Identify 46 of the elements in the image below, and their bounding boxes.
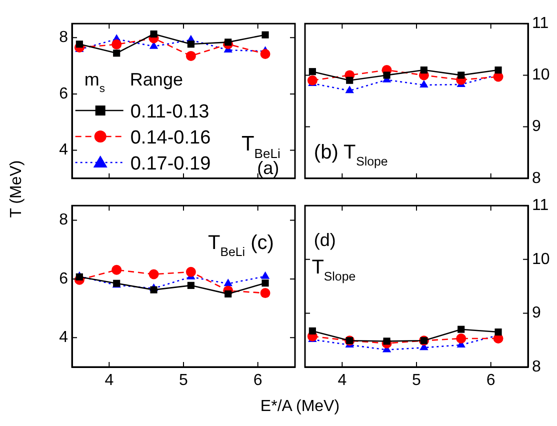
x-tick-label: 4 (104, 372, 114, 390)
legend-label: 0.14-0.16 (130, 128, 211, 149)
y-tick-label: 6 (59, 85, 68, 102)
x-tick-label: 4 (338, 372, 347, 390)
x-tick-label: 5 (412, 372, 422, 390)
point (150, 30, 158, 38)
point (186, 266, 196, 277)
y-tick-label: 11 (532, 197, 549, 214)
point (260, 48, 270, 59)
point (187, 40, 194, 48)
point (148, 269, 159, 280)
y-tick-label: 8 (532, 358, 541, 376)
point (187, 282, 194, 289)
point (224, 38, 232, 46)
point (262, 280, 269, 287)
y-tick-label: 10 (532, 66, 550, 84)
legend-label: 0.17-0.19 (130, 154, 211, 175)
point (112, 264, 122, 275)
point (224, 278, 232, 286)
y-tick-label: 8 (532, 170, 541, 187)
x-tick-label: 6 (486, 372, 496, 390)
y-tick-label: 10 (532, 250, 550, 268)
x-tick-label: 6 (253, 372, 262, 390)
point (224, 290, 232, 298)
point (260, 288, 270, 298)
y-tick-label: 4 (59, 142, 68, 159)
y-tick-label: 9 (532, 304, 541, 322)
point (113, 50, 120, 57)
point (150, 286, 158, 294)
x-axis-title: E*/A (MeV) (259, 398, 341, 416)
point (112, 39, 122, 50)
y-tick-label: 8 (59, 29, 68, 46)
x-tick-label: 5 (179, 372, 188, 390)
y-axis-title: T (MeV) (8, 159, 26, 220)
point (262, 31, 269, 38)
y-tick-label: 9 (532, 118, 541, 136)
annotation: (d) (314, 230, 336, 250)
point (76, 40, 83, 48)
y-tick-label: 11 (532, 15, 549, 32)
legend-label: 0.11-0.13 (130, 102, 210, 123)
annotation: (a) (257, 158, 280, 178)
y-tick-label: 8 (59, 212, 68, 229)
y-tick-label: 6 (59, 270, 68, 288)
y-tick-label: 4 (59, 329, 68, 346)
point (186, 50, 196, 61)
point (260, 271, 270, 279)
